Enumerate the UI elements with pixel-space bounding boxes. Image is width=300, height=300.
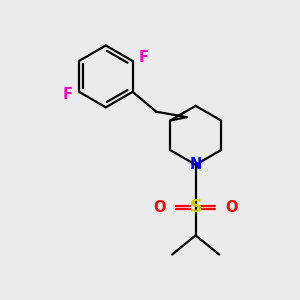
Text: O: O — [154, 200, 166, 215]
Text: F: F — [139, 50, 149, 65]
Text: F: F — [63, 87, 73, 102]
Text: O: O — [225, 200, 238, 215]
Text: S: S — [189, 198, 202, 216]
Text: N: N — [190, 157, 202, 172]
